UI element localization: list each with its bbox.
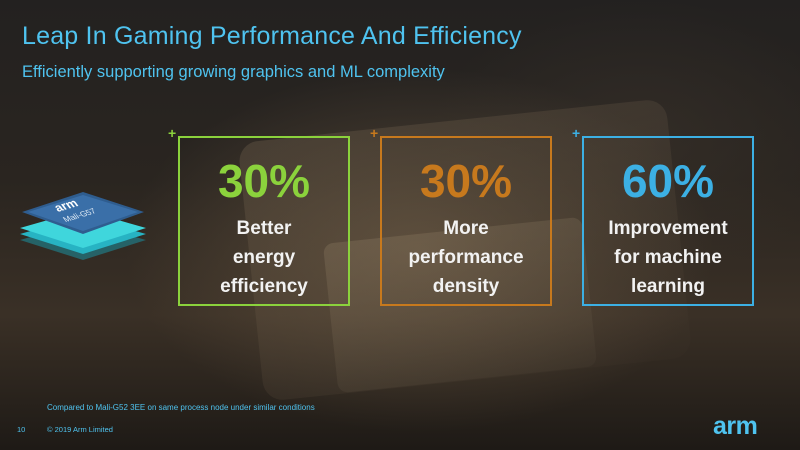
page-number: 10 — [17, 425, 26, 434]
stat-description: Improvement for machine learning — [584, 214, 752, 301]
stat-description: Better energy efficiency — [180, 214, 348, 301]
stat-description: More performance density — [382, 214, 550, 301]
stat-description-line: Better — [236, 218, 292, 239]
plus-icon: + — [370, 125, 379, 141]
stat-description-line: Improvement — [608, 218, 728, 239]
slide-title: Leap In Gaming Performance And Efficienc… — [22, 22, 522, 50]
stat-card-energy-efficiency: + 30% Better energy efficiency — [168, 126, 350, 306]
stat-description-line: for machine — [614, 247, 722, 268]
stat-value: 30% — [217, 155, 311, 207]
plus-icon: + — [572, 125, 581, 141]
arm-logo: arm — [713, 412, 758, 440]
stat-card-machine-learning: + 60% Improvement for machine learning — [572, 126, 754, 306]
stat-description-line: energy — [232, 247, 296, 268]
stat-value: 30% — [419, 155, 513, 207]
footnote: Compared to Mali-G52 3EE on same process… — [47, 403, 315, 412]
plus-icon: + — [168, 125, 177, 141]
copyright-notice: © 2019 Arm Limited — [47, 425, 113, 434]
mali-chip-graphic: arm Mali-G57 — [20, 192, 146, 260]
stat-description-line: More — [443, 218, 489, 239]
stat-description-line: learning — [631, 276, 705, 297]
stat-card-performance-density: + 30% More performance density — [370, 126, 552, 306]
stat-description-line: efficiency — [220, 276, 308, 297]
slide-subtitle: Efficiently supporting growing graphics … — [22, 63, 445, 81]
stat-value: 60% — [621, 155, 715, 207]
chip-brand-label: arm — [51, 197, 81, 215]
stat-description-line: performance — [408, 247, 524, 268]
stat-description-line: density — [432, 276, 500, 297]
